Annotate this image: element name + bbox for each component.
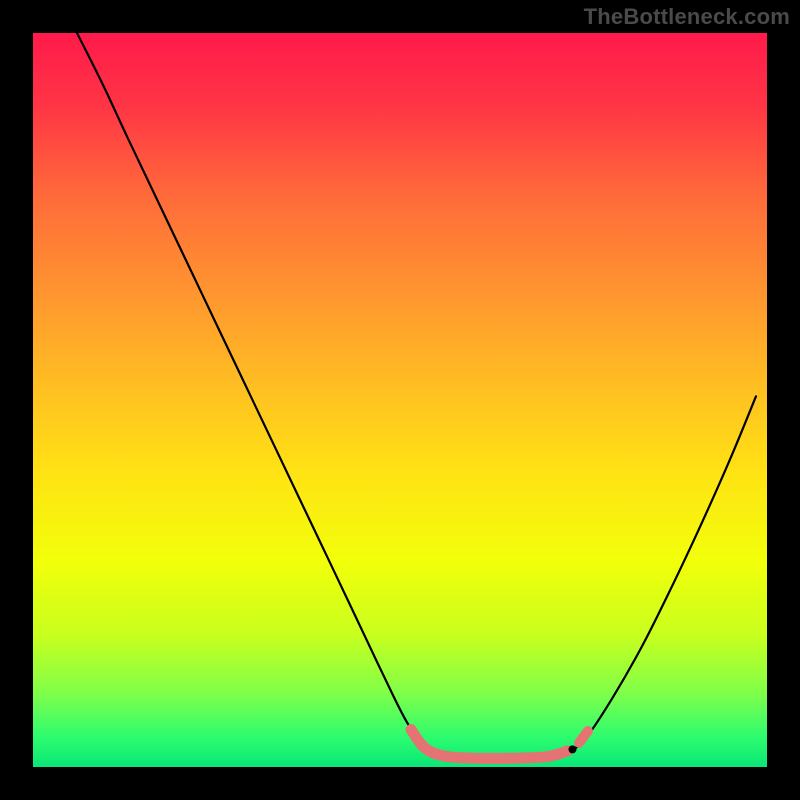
watermark-text: TheBottleneck.com (584, 4, 790, 30)
highlight-segment-1 (579, 731, 588, 743)
plot-area (33, 33, 767, 767)
marker-dot (568, 745, 576, 753)
bottleneck-chart-svg (33, 33, 767, 767)
chart-container: TheBottleneck.com (0, 0, 800, 800)
gradient-background (33, 33, 767, 767)
